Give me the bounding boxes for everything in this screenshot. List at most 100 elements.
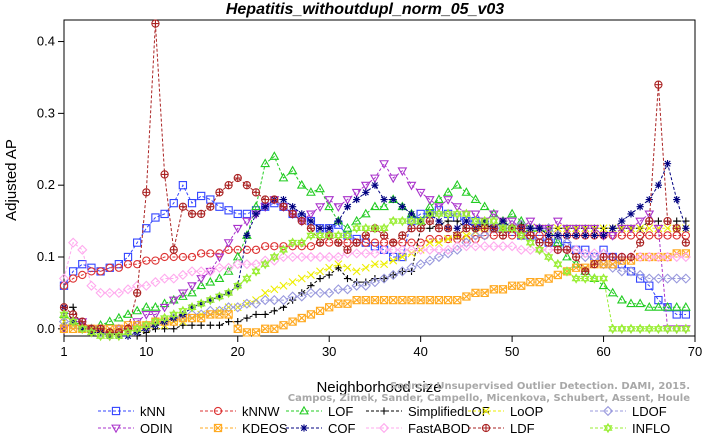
point-lof [461, 187, 472, 196]
point-lof [443, 187, 453, 196]
point-loop [334, 260, 343, 269]
point-kdeos [379, 295, 389, 305]
point-cof [398, 203, 406, 211]
point-odin [150, 311, 161, 320]
point-odin [589, 224, 600, 234]
y-tick-label: 0.0 [37, 321, 55, 336]
point-fastabod [543, 244, 554, 255]
legend: kNN kNNW LOF SimplifiedLOF LoOP LDOF ODIN KDEOS… [98, 404, 670, 434]
point-ldof [470, 230, 481, 241]
legend-label: SimplifiedLOF [408, 404, 490, 419]
point-fastabod [378, 244, 390, 255]
legend-item-inflo: INFLO [590, 421, 670, 434]
point-ldf [389, 238, 398, 247]
point-odin [580, 224, 591, 234]
point-cof [609, 224, 617, 232]
point-simplifiedlof [215, 321, 224, 329]
point-ldof [342, 284, 353, 295]
legend-marker [111, 406, 121, 416]
point-simplifiedlof [673, 217, 681, 225]
point-odin [653, 224, 664, 234]
point-odin [324, 196, 335, 205]
point-loop [306, 270, 315, 279]
point-fastabod [77, 244, 88, 255]
point-ldf [233, 173, 242, 183]
legend-marker [300, 424, 308, 432]
point-fastabod [388, 244, 399, 255]
point-odin [443, 196, 453, 205]
point-inflo [315, 230, 325, 241]
point-odin [635, 217, 646, 227]
x-tick-label: 40 [413, 344, 427, 359]
point-odin [415, 188, 426, 198]
point-loop [434, 238, 443, 247]
point-lof [644, 302, 655, 311]
point-ldf [672, 224, 681, 233]
point-lof [141, 302, 152, 311]
point-inflo [214, 291, 225, 302]
point-odin [507, 217, 518, 227]
point-kdeos [407, 295, 416, 305]
point-odin [488, 210, 499, 220]
point-fastabod [260, 255, 271, 266]
point-inflo [333, 230, 343, 241]
point-kdeos [517, 281, 526, 290]
point-loop [370, 260, 379, 269]
point-inflo [187, 302, 197, 313]
point-knnw [123, 260, 133, 269]
point-lof [205, 276, 216, 286]
point-odin [406, 181, 417, 191]
point-kdeos [59, 324, 69, 333]
point-inflo [589, 273, 599, 284]
legend-label: KDEOS [242, 421, 288, 434]
point-knn [142, 224, 151, 233]
point-inflo [416, 215, 426, 227]
series-line-knnw [63, 235, 686, 287]
point-odin [525, 217, 536, 227]
point-ldf [571, 252, 581, 262]
point-ldof [653, 273, 664, 284]
point-kdeos [315, 306, 325, 316]
point-odin [315, 203, 325, 212]
point-ldf [206, 202, 215, 211]
point-cof [316, 224, 324, 232]
point-lof [260, 158, 271, 168]
point-kdeos [471, 288, 480, 298]
point-inflo [681, 323, 691, 335]
point-odin [552, 217, 563, 227]
point-kdeos [343, 299, 352, 308]
point-knn [215, 202, 224, 211]
point-inflo [269, 251, 279, 263]
point-ldf [178, 202, 188, 211]
point-ldf [279, 202, 288, 211]
point-odin [379, 160, 389, 169]
point-ldf [663, 216, 672, 226]
point-knnw [261, 242, 270, 251]
point-ldf [352, 238, 361, 247]
point-inflo [653, 323, 663, 335]
point-knnw [151, 256, 160, 265]
point-inflo [251, 266, 261, 277]
point-inflo [233, 280, 243, 291]
point-inflo [260, 258, 270, 270]
point-odin [470, 210, 481, 220]
plot-frame [63, 19, 696, 337]
point-simplifiedlof [325, 271, 333, 279]
point-odin [571, 224, 582, 234]
point-fastabod [205, 266, 216, 277]
point-inflo [352, 223, 362, 234]
point-inflo [196, 298, 206, 309]
point-cof [407, 210, 416, 218]
point-loop [389, 256, 398, 265]
point-odin [223, 239, 234, 248]
point-knn [160, 209, 169, 219]
point-inflo [608, 323, 618, 335]
point-odin [59, 325, 69, 335]
x-tick-label: 30 [322, 344, 336, 359]
point-ldf [169, 245, 178, 254]
point-fastabod [397, 244, 408, 255]
point-inflo [507, 223, 517, 234]
point-knnw [105, 263, 114, 272]
point-ldof [461, 237, 472, 248]
y-tick-label: 0.2 [37, 177, 55, 192]
